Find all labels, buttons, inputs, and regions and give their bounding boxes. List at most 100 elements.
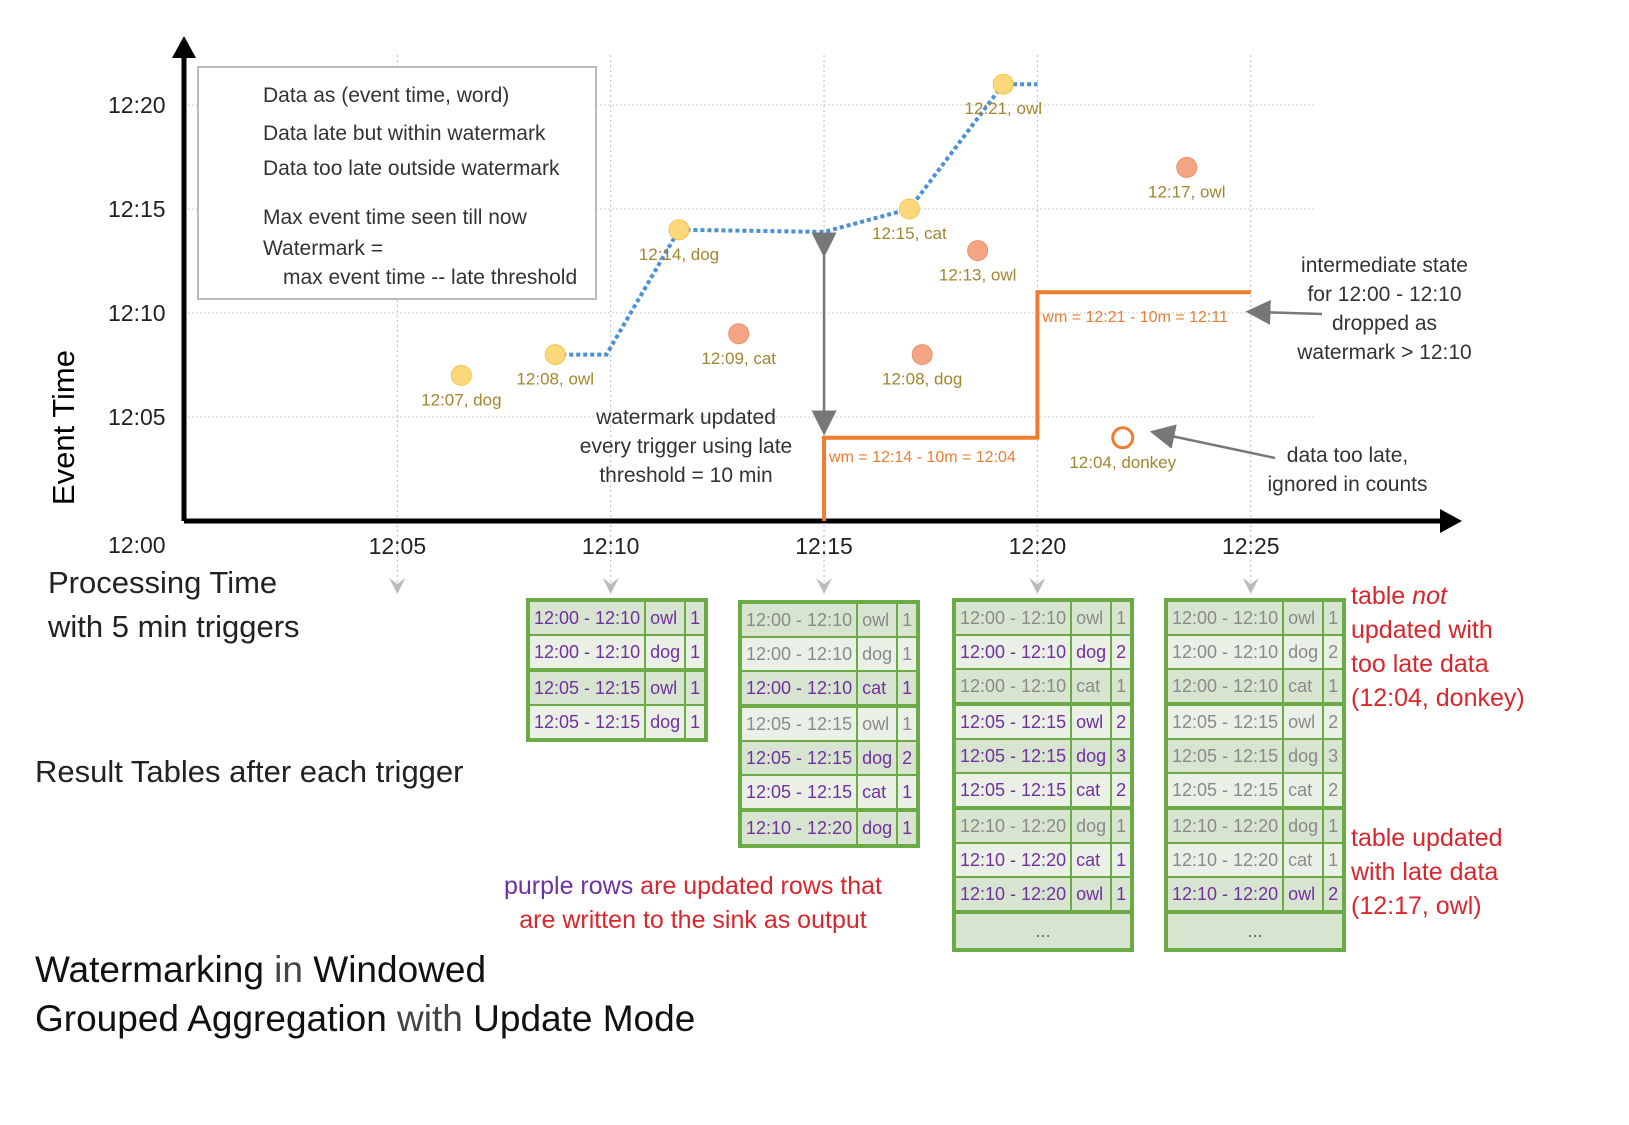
window-cell: 12:05 - 12:15 [738, 704, 859, 742]
window-cell: 12:00 - 12:10 [952, 599, 1073, 636]
result-table-1: 12:00 - 12:10 owl 1 12:00 - 12:10 dog 1 12:05 … [526, 598, 709, 742]
table-row: 12:00 - 12:10 cat 1 [1164, 668, 1346, 705]
max-event-time-line [555, 82, 1038, 357]
word-cell: owl [644, 668, 687, 706]
count-cell: 1 [684, 704, 708, 741]
data-point-label: 12:17, owl [1148, 182, 1226, 201]
word-cell: owl [1070, 876, 1113, 913]
table-row: 12:00 - 12:10 dog 1 [526, 634, 708, 671]
table-row: 12:05 - 12:15 owl 2 [952, 702, 1134, 740]
window-cell: 12:05 - 12:15 [952, 702, 1073, 740]
x-tick-label: 12:25 [1222, 533, 1280, 559]
x-tick-label: 12:20 [1009, 533, 1067, 559]
word-cell: cat [1070, 842, 1113, 878]
window-cell: 12:10 - 12:20 [952, 876, 1073, 913]
trigger-arrow-icon [602, 578, 619, 594]
legend-on-time: Data as (event time, word) [263, 84, 510, 107]
table-row: 12:05 - 12:15 cat 2 [952, 772, 1134, 809]
count-cell: 1 [1110, 668, 1134, 705]
word-cell: owl [644, 599, 687, 636]
table-row: 12:05 - 12:15 dog 1 [526, 704, 708, 741]
data-point-label: 12:09, cat [701, 349, 776, 368]
window-cell: 12:00 - 12:10 [1164, 634, 1285, 670]
table-row: 12:05 - 12:15 owl 1 [738, 704, 920, 742]
word-cell: cat [856, 774, 899, 811]
table-row: 12:05 - 12:15 dog 3 [1164, 738, 1346, 774]
table-row: 12:00 - 12:10 cat 1 [952, 668, 1134, 705]
word-cell: dog [644, 634, 687, 671]
y-axis-arrow-icon [172, 36, 196, 58]
result-tables-label: Result Tables after each trigger [35, 754, 464, 789]
window-cell: 12:00 - 12:10 [738, 601, 859, 638]
too-late-arrow [1149, 424, 1276, 460]
window-cell: 12:00 - 12:10 [738, 670, 859, 707]
data-point-label: 12:08, owl [516, 370, 594, 389]
word-cell: owl [1070, 702, 1113, 740]
x-tick-label: 12:05 [369, 533, 427, 559]
y-axis-label: Event Time [46, 350, 81, 506]
legend-too-late: Data too late outside watermark [263, 157, 560, 180]
window-cell: 12:00 - 12:10 [526, 599, 647, 636]
count-cell: 1 [1110, 876, 1134, 913]
y-tick-label: 12:00 [108, 532, 166, 558]
count-cell: 1 [1110, 806, 1134, 844]
not-updated-note: table not updated with too late data (12:04… [1351, 582, 1525, 712]
word-cell: dog [1282, 634, 1325, 670]
trigger-arrow-icon [1242, 578, 1259, 594]
table-row: 12:05 - 12:15 cat 1 [738, 774, 920, 811]
table-row: 12:05 - 12:15 dog 2 [738, 740, 920, 776]
word-cell: dog [856, 740, 899, 776]
word-cell: dog [1070, 634, 1113, 670]
word-cell: dog [1070, 806, 1113, 844]
table-row: 12:10 - 12:20 owl 1 [952, 876, 1134, 913]
table-row: 12:05 - 12:15 owl 2 [1164, 702, 1346, 740]
purple-rows-note: purple rows are updated rows that are wri… [503, 872, 882, 934]
too-late-note: data too late, ignored in counts [1267, 444, 1428, 496]
count-cell: 1 [896, 704, 920, 742]
count-cell: 1 [896, 601, 920, 638]
data-point [1176, 156, 1198, 178]
trigger-arrow-icon [389, 578, 406, 594]
count-cell: 1 [1322, 668, 1346, 705]
trigger-arrow-icon [816, 578, 833, 594]
intermediate-state-note: intermediate state for 12:00 - 12:10 dropp… [1297, 254, 1472, 364]
intermediate-arrow [1245, 299, 1323, 325]
table-row: 12:05 - 12:15 cat 2 [1164, 772, 1346, 809]
word-cell: dog [856, 636, 899, 672]
y-tick-label: 12:05 [108, 404, 166, 430]
word-cell: owl [1070, 599, 1113, 636]
watermark-label: wm = 12:14 - 10m = 12:04 [828, 449, 1016, 466]
table-row: 12:10 - 12:20 cat 1 [952, 842, 1134, 878]
count-cell: 2 [1322, 772, 1346, 809]
window-cell: 12:05 - 12:15 [952, 772, 1073, 809]
data-point [898, 198, 920, 220]
table-row: 12:00 - 12:10 owl 1 [526, 599, 708, 636]
wm-updated-note: watermark updated every trigger using lat… [579, 406, 793, 487]
count-cell: 1 [896, 636, 920, 672]
word-cell: cat [1282, 842, 1325, 878]
table-row: ... [952, 910, 1134, 951]
window-cell: 12:10 - 12:20 [738, 808, 859, 847]
data-point-label: 12:13, owl [939, 266, 1017, 285]
window-cell: 12:05 - 12:15 [1164, 738, 1285, 774]
table-row: 12:05 - 12:15 owl 1 [526, 668, 708, 706]
data-point [992, 73, 1014, 95]
legend-wm-2: max event time -- late threshold [283, 266, 578, 289]
diagram-title: Watermarking in Windowed Grouped Aggregat… [35, 949, 696, 1039]
count-cell: 1 [684, 599, 708, 636]
table-row: 12:00 - 12:10 cat 1 [738, 670, 920, 707]
count-cell: 1 [896, 670, 920, 707]
table-row: 12:00 - 12:10 owl 1 [952, 599, 1134, 636]
window-cell: 12:05 - 12:15 [1164, 702, 1285, 740]
more-rows: ... [1164, 910, 1346, 951]
table-row: ... [1164, 910, 1346, 951]
updated-late-note: table updated with late data (12:17, owl) [1351, 824, 1503, 920]
y-tick-label: 12:20 [108, 92, 166, 118]
data-point [728, 323, 750, 345]
window-cell: 12:00 - 12:10 [526, 634, 647, 671]
table-row: 12:10 - 12:20 cat 1 [1164, 842, 1346, 878]
count-cell: 1 [1322, 842, 1346, 878]
word-cell: cat [1070, 772, 1113, 809]
